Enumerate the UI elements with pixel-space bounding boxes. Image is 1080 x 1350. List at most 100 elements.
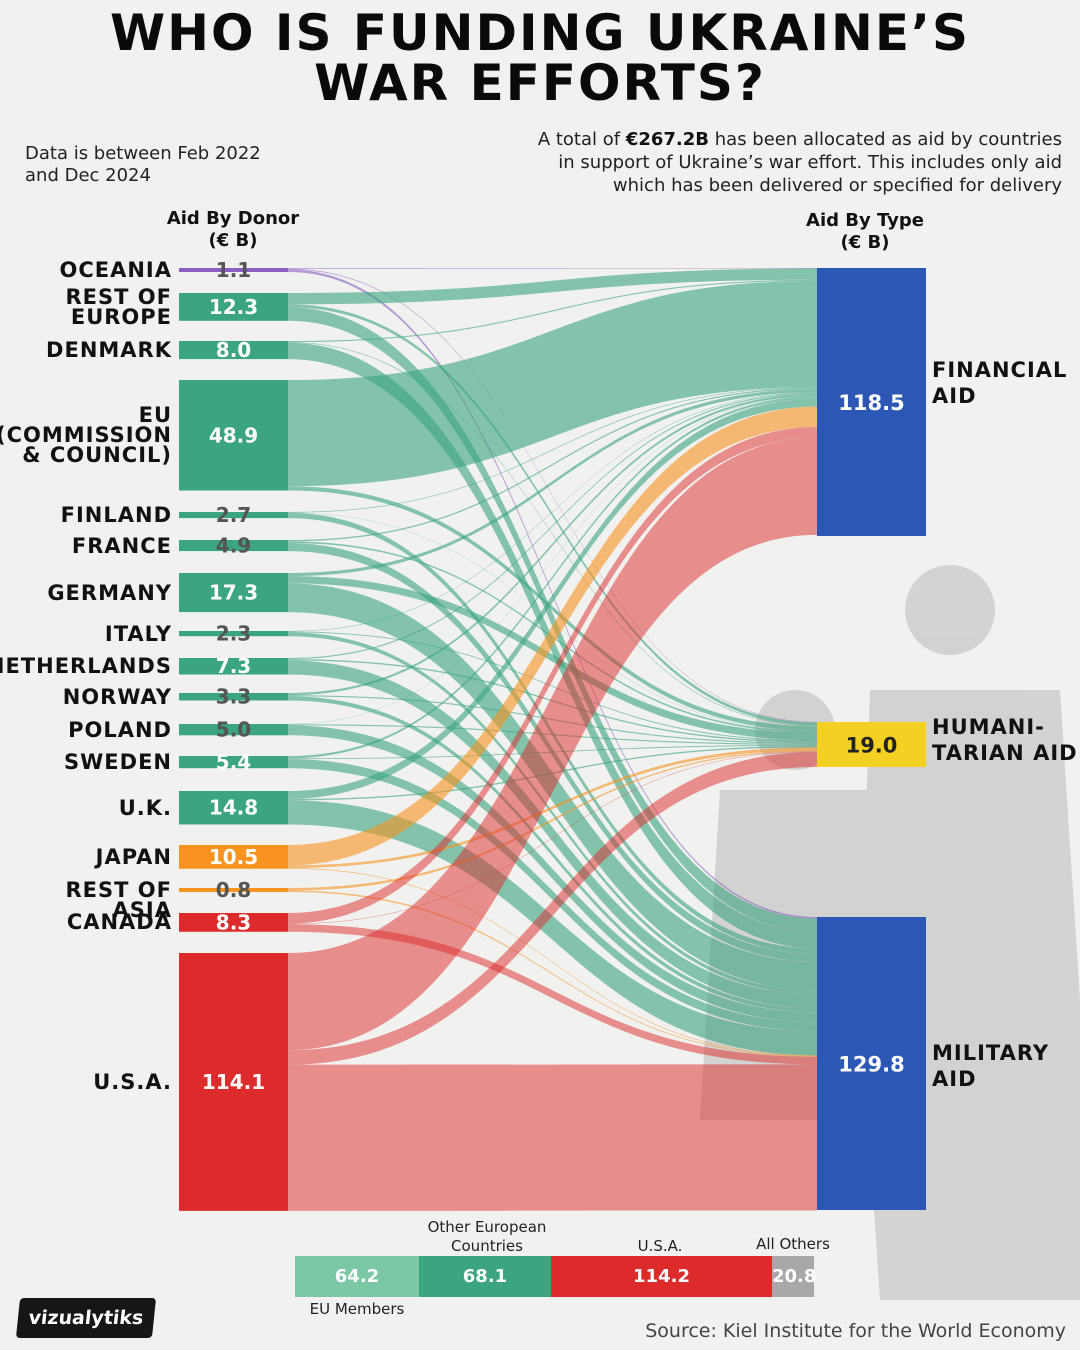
donor-label-line: REST OF ASIA xyxy=(65,878,172,922)
donor-column-header: Aid By Donor (€ B) xyxy=(148,208,318,252)
nodes-layer: 1.1 12.3 8.0 48.9 2.7 4.9 17.3 2.3 7.3 3.3 5.0 5.4 1… xyxy=(179,258,926,1211)
donor-label-line: GERMANY xyxy=(47,580,172,605)
donor-header-line-2: (€ B) xyxy=(208,230,258,251)
flow-denmark-to-humanitarian-aid xyxy=(288,342,817,727)
type-label-line: TARIAN AID xyxy=(932,741,1078,765)
legend-caption-u-s-a: U.S.A. xyxy=(637,1237,683,1255)
donor-label-line: FRANCE xyxy=(71,533,172,558)
flow-rest-of-asia-to-military-aid xyxy=(288,890,817,1057)
flow-poland-to-financial-aid xyxy=(288,396,817,725)
donor-value-italy: 2.3 xyxy=(216,622,251,646)
type-label-line: HUMANI- xyxy=(932,715,1045,739)
chart-title: WHO IS FUNDING UKRAINE’S WAR EFFORTS? xyxy=(0,8,1080,108)
donor-value-japan: 10.5 xyxy=(209,845,258,869)
date-note-line-2: and Dec 2024 xyxy=(25,165,151,186)
flow-italy-to-humanitarian-aid xyxy=(288,631,817,742)
total-note-rest: has been allocated as aid by countries xyxy=(714,129,1062,150)
donor-value-canada: 8.3 xyxy=(216,910,251,934)
total-note-line-3: which has been delivered or specified fo… xyxy=(612,175,1062,196)
legend-caption-eu-members: EU Members xyxy=(309,1300,405,1318)
donor-value-u-k: 14.8 xyxy=(209,796,258,820)
legend-value-all-others: 20.8 xyxy=(772,1256,816,1297)
donor-value-sweden: 5.4 xyxy=(216,750,251,774)
date-range-note: Data is between Feb 2022 and Dec 2024 xyxy=(25,143,261,187)
donor-label-line: NETHERLANDS xyxy=(0,654,172,679)
donor-value-finland: 2.7 xyxy=(216,503,251,527)
flow-u-k-to-military-aid xyxy=(288,800,817,1056)
date-note-line-1: Data is between Feb 2022 xyxy=(25,143,261,164)
donor-label-italy: ITALY xyxy=(104,621,172,646)
flow-sweden-to-financial-aid xyxy=(288,396,817,759)
flow-germany-to-financial-aid xyxy=(288,389,817,577)
donor-label-norway: NORWAY xyxy=(63,686,172,707)
donor-value-germany: 17.3 xyxy=(209,581,258,605)
donor-label-line: ITALY xyxy=(104,621,172,646)
type-label-military-aid: MILITARY AID xyxy=(932,1040,1049,1092)
donor-value-eu-commission-council: 48.9 xyxy=(209,423,258,447)
donor-label-line: POLAND xyxy=(68,717,172,742)
flow-france-to-financial-aid xyxy=(288,387,817,542)
flow-eu-commission-council-to-financial-aid xyxy=(288,280,817,487)
donor-label-france: FRANCE xyxy=(71,533,172,558)
donor-label-line: U.K. xyxy=(118,795,172,820)
flow-denmark-to-financial-aid xyxy=(288,279,817,343)
flow-oceania-to-financial-aid xyxy=(288,268,817,269)
donor-bar-rest-of-asia xyxy=(179,888,288,892)
flow-u-s-a-to-financial-aid xyxy=(288,437,817,1051)
flow-italy-to-military-aid xyxy=(288,632,817,995)
donor-bar-finland xyxy=(179,512,288,519)
donor-bar-norway xyxy=(179,693,288,701)
legend-value-u-s-a: 114.2 xyxy=(551,1256,772,1297)
title-line-2: WAR EFFORTS? xyxy=(314,54,766,112)
donor-label-line: (COMMISSION xyxy=(0,423,172,448)
donor-bar-poland xyxy=(179,724,288,736)
donor-label-line: FINLAND xyxy=(60,503,172,528)
type-column-header: Aid By Type (€ B) xyxy=(785,210,945,254)
donor-bar-rest-of-europe xyxy=(179,293,288,321)
donor-value-norway: 3.3 xyxy=(216,685,251,709)
flow-rest-of-europe-to-military-aid xyxy=(288,307,817,933)
total-note-line-2: in support of Ukraine’s war effort. This… xyxy=(558,152,1062,173)
flow-norway-to-financial-aid xyxy=(288,393,817,696)
total-note: A total of €267.2B has been allocated as… xyxy=(462,128,1062,197)
donor-label-line: DENMARK xyxy=(46,338,172,363)
flow-canada-to-humanitarian-aid xyxy=(288,751,817,925)
donor-label-denmark: DENMARK xyxy=(46,338,172,363)
donor-label-netherlands: NETHERLANDS xyxy=(0,654,172,679)
donor-bar-italy xyxy=(179,631,288,637)
flow-netherlands-to-military-aid xyxy=(288,660,817,1009)
donor-label-line: EUROPE xyxy=(70,304,172,329)
flow-sweden-to-military-aid xyxy=(288,759,817,1032)
donor-value-netherlands: 7.3 xyxy=(216,654,251,678)
flow-canada-to-financial-aid xyxy=(288,426,817,924)
total-note-prefix: A total of xyxy=(537,129,621,150)
flow-rest-of-europe-to-humanitarian-aid xyxy=(288,304,817,726)
donor-value-france: 4.9 xyxy=(216,534,251,558)
flow-italy-to-financial-aid xyxy=(288,392,817,632)
type-label-line: AID xyxy=(932,384,977,408)
donor-label-line: U.S.A. xyxy=(93,1069,172,1094)
type-label-line: AID xyxy=(932,1067,977,1091)
donor-value-denmark: 8.0 xyxy=(216,338,251,362)
flow-japan-to-financial-aid xyxy=(288,406,817,866)
title-line-1: WHO IS FUNDING UKRAINE’S xyxy=(109,4,971,62)
flow-oceania-to-military-aid xyxy=(288,269,817,919)
donor-label-eu-commission-council: EU (COMMISSION & COUNCIL) xyxy=(0,405,172,468)
type-label-line: MILITARY xyxy=(932,1041,1050,1065)
brand-logo: vizualytiks xyxy=(15,1298,157,1338)
flow-norway-to-military-aid xyxy=(288,696,817,1013)
flow-germany-to-humanitarian-aid xyxy=(288,576,817,741)
legend-caption-other-european-countries: Other European Countries xyxy=(427,1218,547,1255)
donor-label-line: & COUNCIL) xyxy=(22,443,172,468)
donor-label-rest-of-asia: REST OF ASIA xyxy=(0,878,172,922)
flow-poland-to-military-aid xyxy=(288,725,817,1023)
brand-name: vizualytiks xyxy=(27,1307,145,1329)
flow-u-s-a-to-military-aid xyxy=(288,1064,817,1211)
type-value-military-aid: 129.8 xyxy=(838,1053,904,1077)
donor-label-canada: CANADA xyxy=(66,910,172,935)
type-header-line-2: (€ B) xyxy=(840,232,890,253)
donor-label-line: OCEANIA xyxy=(59,258,172,282)
donor-label-line: CANADA xyxy=(66,910,172,935)
type-value-financial-aid: 118.5 xyxy=(838,391,904,415)
donor-value-rest-of-asia: 0.8 xyxy=(216,878,251,902)
